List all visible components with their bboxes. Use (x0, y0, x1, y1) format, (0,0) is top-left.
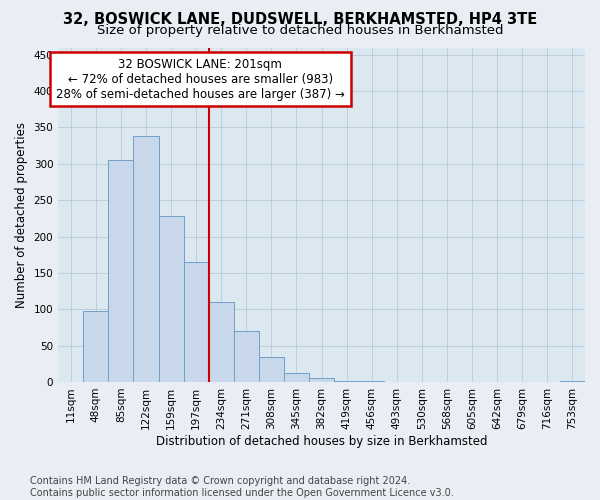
Text: Size of property relative to detached houses in Berkhamsted: Size of property relative to detached ho… (97, 24, 503, 37)
Bar (109, 160, 133, 382)
Bar (184, 262, 209, 382)
Text: 32 BOSWICK LANE: 201sqm
← 72% of detached houses are smaller (983)
28% of semi-d: 32 BOSWICK LANE: 201sqm ← 72% of detache… (56, 58, 345, 100)
Bar (234, 331, 259, 382)
Text: 32, BOSWICK LANE, DUDSWELL, BERKHAMSTED, HP4 3TE: 32, BOSWICK LANE, DUDSWELL, BERKHAMSTED,… (63, 12, 537, 28)
X-axis label: Distribution of detached houses by size in Berkhamsted: Distribution of detached houses by size … (156, 434, 487, 448)
Bar (209, 302, 234, 382)
Bar (359, 381, 385, 382)
Bar (334, 380, 359, 382)
Bar (284, 372, 309, 382)
Bar (309, 378, 334, 382)
Y-axis label: Number of detached properties: Number of detached properties (15, 122, 28, 308)
Text: Contains HM Land Registry data © Crown copyright and database right 2024.
Contai: Contains HM Land Registry data © Crown c… (30, 476, 454, 498)
Bar (83, 312, 109, 382)
Bar (259, 356, 284, 382)
Bar (158, 216, 184, 382)
Bar (133, 136, 158, 382)
Bar (560, 380, 585, 382)
